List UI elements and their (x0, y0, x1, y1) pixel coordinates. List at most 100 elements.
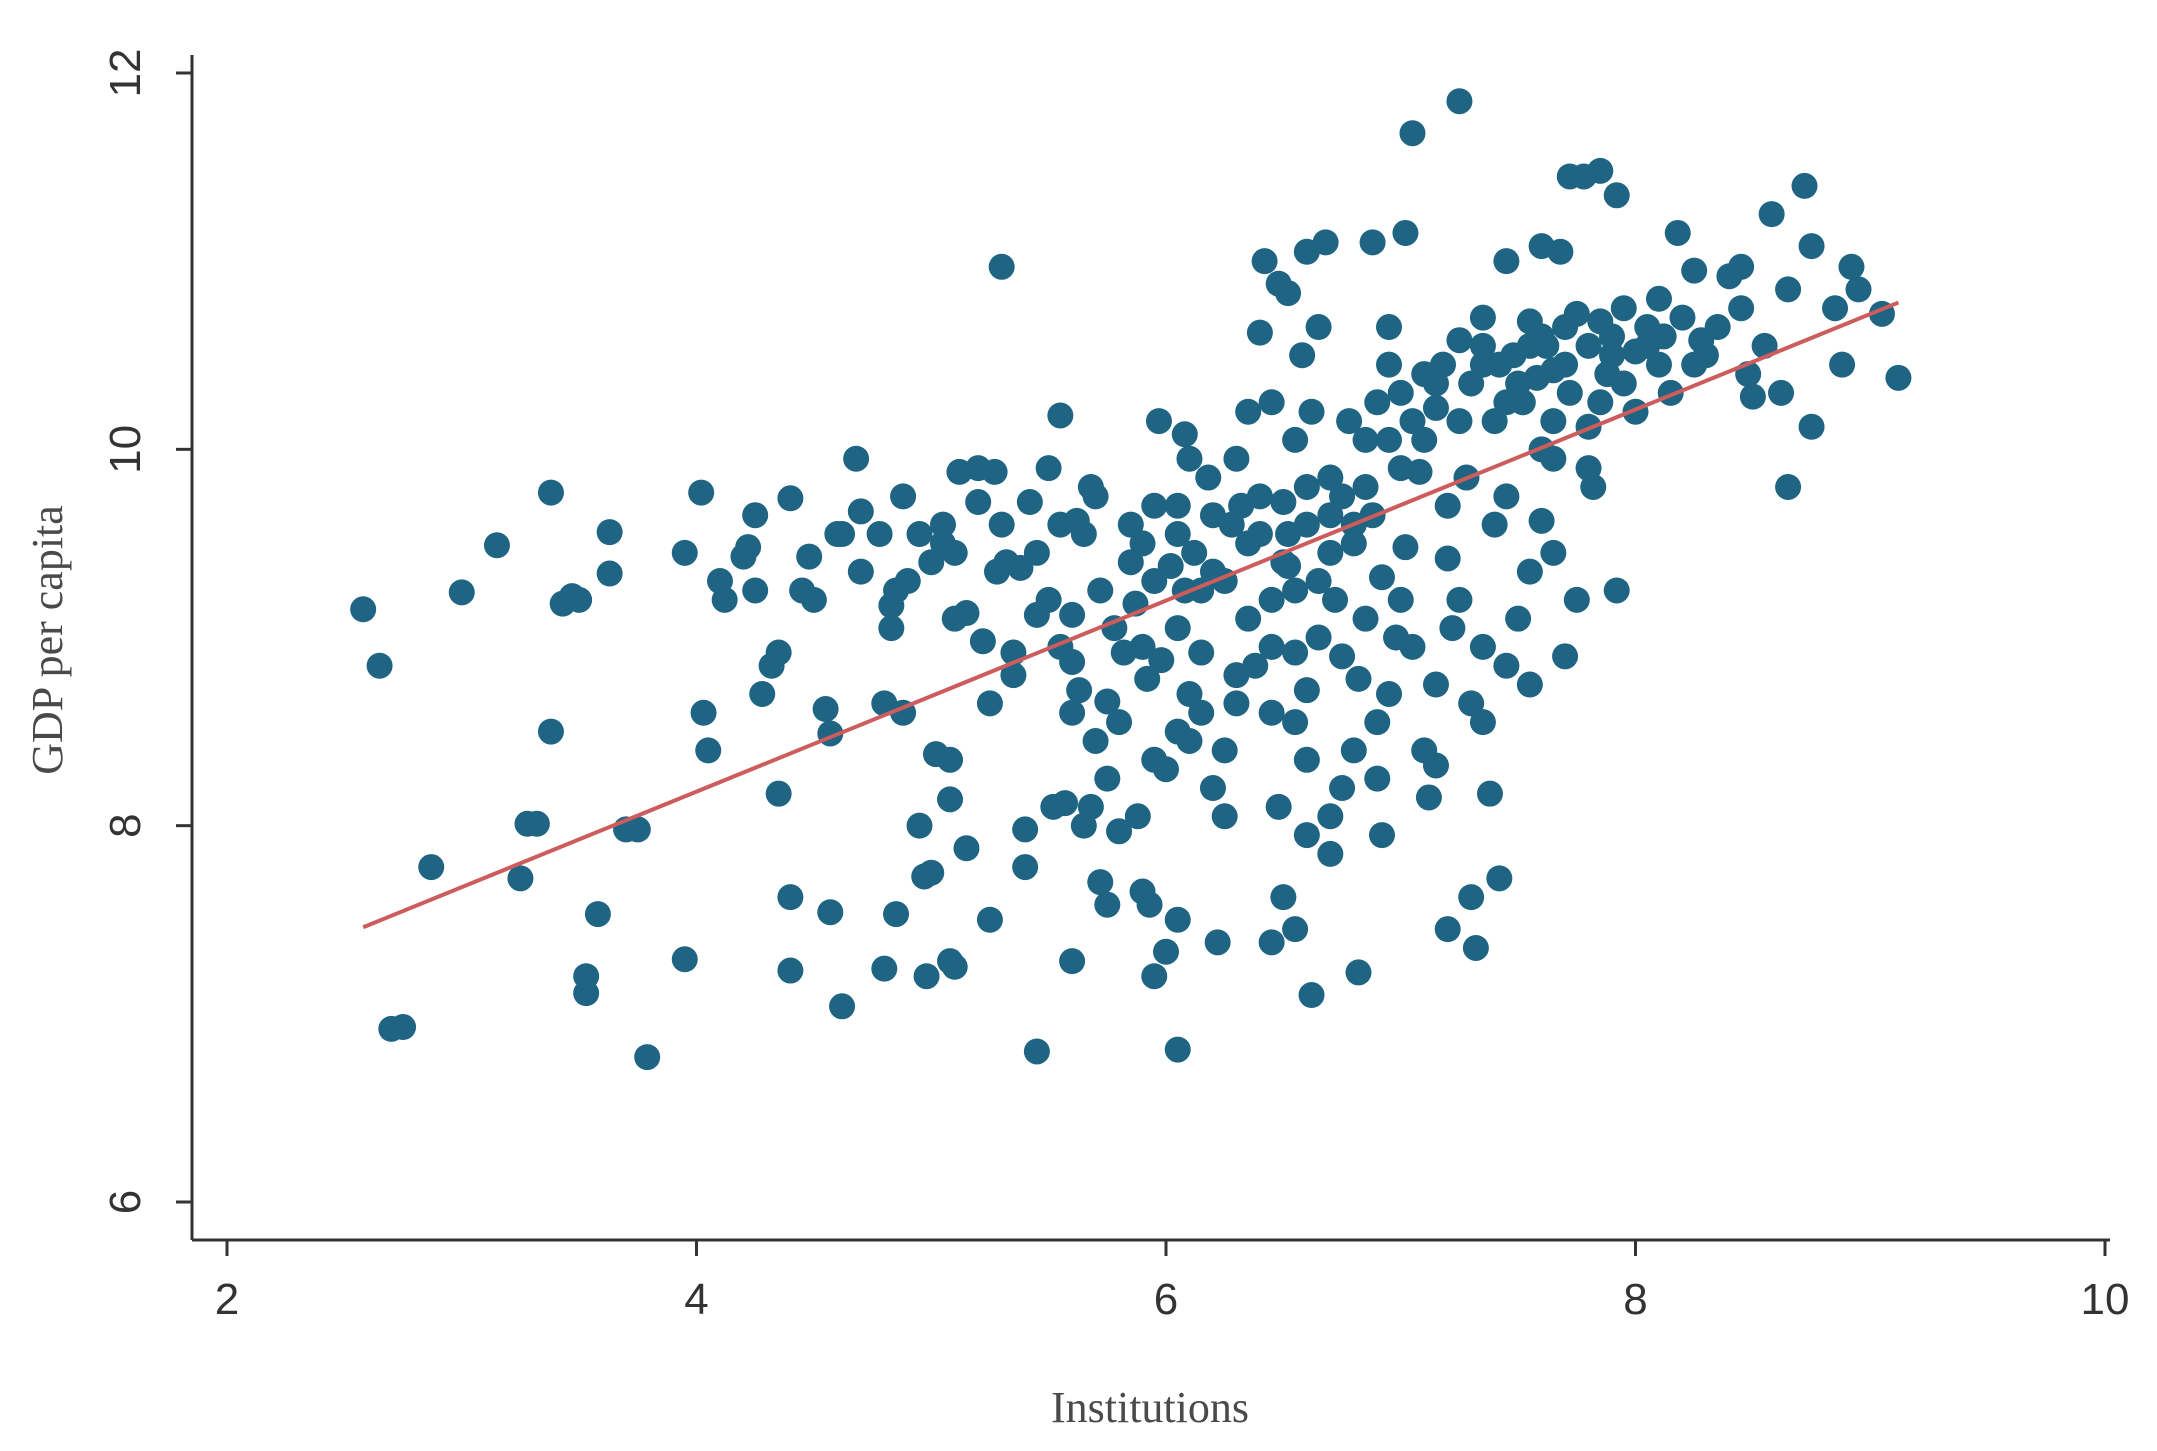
data-point (1587, 389, 1614, 416)
data-point (1023, 1038, 1050, 1065)
data-point (1312, 229, 1339, 256)
data-point (965, 489, 992, 516)
data-point (1540, 539, 1567, 566)
data-point (1364, 709, 1391, 736)
data-point (969, 628, 996, 655)
data-point (1434, 916, 1461, 943)
data-point (829, 993, 856, 1020)
data-point (1439, 615, 1466, 642)
data-point (1204, 929, 1231, 956)
data-point (871, 955, 898, 982)
data-point (1556, 379, 1583, 406)
data-point (350, 596, 377, 623)
data-point (1669, 304, 1696, 331)
data-point (1070, 521, 1097, 548)
x-tick-label: 8 (1623, 1275, 1647, 1324)
data-point (1528, 507, 1555, 534)
data-point (366, 652, 393, 679)
data-point (817, 899, 844, 926)
data-point (1136, 891, 1163, 918)
data-point (847, 498, 874, 525)
data-point (1176, 680, 1203, 707)
data-point (1293, 511, 1320, 538)
data-point (1235, 398, 1262, 425)
data-point (1768, 379, 1795, 406)
data-point (1469, 709, 1496, 736)
data-point (1376, 680, 1403, 707)
data-point (1434, 492, 1461, 519)
data-point (812, 696, 839, 723)
data-point (1493, 652, 1520, 679)
data-point (1329, 643, 1356, 670)
data-point (1446, 586, 1473, 613)
data-point (941, 605, 968, 632)
data-point (1164, 906, 1191, 933)
data-point (1728, 295, 1755, 322)
data-point (1145, 408, 1172, 435)
data-point (1077, 793, 1104, 820)
data-point (1035, 586, 1062, 613)
data-point (1035, 455, 1062, 482)
data-point (537, 479, 564, 506)
data-point (1317, 502, 1344, 529)
data-point (1265, 793, 1292, 820)
data-point (1012, 854, 1039, 881)
data-point (1352, 473, 1379, 500)
data-point (1101, 615, 1128, 642)
data-point (1458, 884, 1485, 911)
data-point (1575, 332, 1602, 359)
data-point (765, 639, 792, 666)
data-point (1493, 389, 1520, 416)
data-point (1462, 934, 1489, 961)
data-point (1547, 238, 1574, 265)
data-point (1364, 389, 1391, 416)
data-point (1376, 351, 1403, 378)
data-point (749, 680, 776, 707)
data-point (1458, 690, 1485, 717)
data-point (1387, 455, 1414, 482)
data-point (1610, 370, 1637, 397)
data-point (1023, 539, 1050, 566)
data-point (1634, 332, 1661, 359)
data-point (1359, 229, 1386, 256)
data-point (800, 586, 827, 613)
data-point (1336, 408, 1363, 435)
y-tick-label: 10 (101, 425, 150, 474)
data-point (690, 699, 717, 726)
data-point (843, 445, 870, 472)
data-points (350, 88, 1912, 1071)
data-point (1322, 586, 1349, 613)
data-point (1387, 379, 1414, 406)
data-point (1195, 464, 1222, 491)
data-point (1258, 586, 1285, 613)
data-point (1434, 545, 1461, 572)
data-point (1317, 840, 1344, 867)
data-point (1329, 775, 1356, 802)
data-point (1270, 489, 1297, 516)
data-point (1603, 182, 1630, 209)
data-point (1345, 959, 1372, 986)
fit-line (362, 300, 1900, 930)
data-point (1422, 370, 1449, 397)
data-point (866, 521, 893, 548)
data-point (671, 946, 698, 973)
data-point (1176, 445, 1203, 472)
data-point (671, 539, 698, 566)
data-point (1481, 408, 1508, 435)
data-point (1258, 929, 1285, 956)
data-point (1345, 665, 1372, 692)
data-point (1094, 688, 1121, 715)
data-point (1223, 690, 1250, 717)
data-point (1094, 891, 1121, 918)
data-point (1516, 671, 1543, 698)
data-point (913, 963, 940, 990)
data-point (1141, 568, 1168, 595)
x-axis-title: Institutions (1051, 1383, 1249, 1432)
data-point (1059, 601, 1086, 628)
data-point (1845, 276, 1872, 303)
data-point (890, 483, 917, 510)
data-point (596, 519, 623, 546)
data-point (1505, 370, 1532, 397)
data-point (988, 511, 1015, 538)
data-point (483, 532, 510, 559)
